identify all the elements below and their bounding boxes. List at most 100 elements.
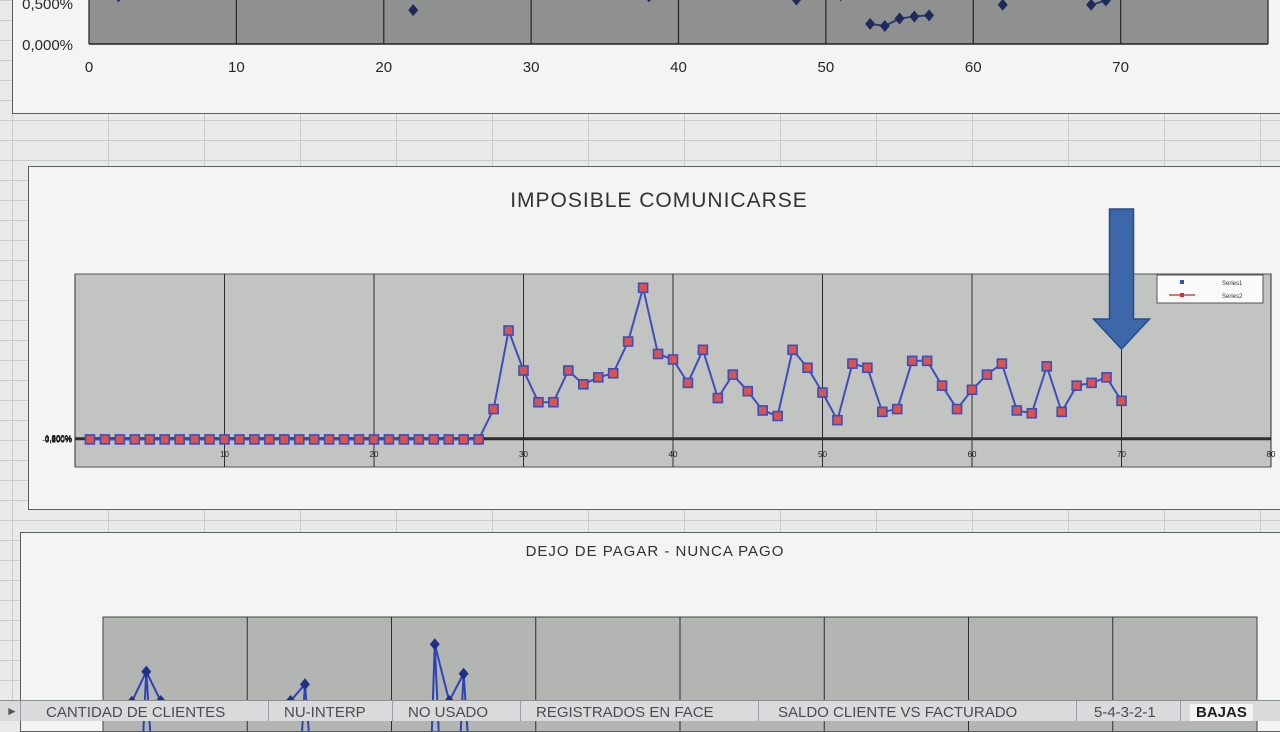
data-point [323, 434, 335, 445]
x-tick-label: 70 [1117, 450, 1126, 459]
series-line [90, 287, 1123, 441]
series-line [130, 671, 148, 703]
x-tick-label: 60 [968, 450, 977, 459]
data-point [924, 9, 935, 22]
data-point [129, 434, 141, 445]
data-point [219, 434, 230, 445]
data-point [894, 12, 905, 25]
data-point [592, 372, 604, 383]
data-point [981, 369, 993, 380]
data-point [518, 365, 529, 376]
x-tick-label: 30 [523, 59, 540, 76]
data-point [791, 0, 801, 6]
tab-scroll-icon[interactable]: ► [6, 704, 18, 718]
data-point [697, 344, 709, 356]
data-point [338, 434, 350, 445]
data-point [1086, 0, 1097, 11]
data-point [787, 344, 798, 356]
data-point [141, 665, 152, 678]
legend-marker-series1 [1180, 280, 1184, 284]
data-point [921, 355, 933, 367]
data-point [879, 19, 890, 32]
data-point [299, 678, 310, 691]
chart-imposible-comunicarse[interactable]: IMPOSIBLE COMUNICARSE 1,200% 1,000% 0,800%… [28, 166, 1280, 510]
x-tick-label: 20 [375, 59, 392, 76]
data-point [876, 406, 888, 418]
data-point [84, 434, 96, 445]
x-tick-label: 80 [1267, 450, 1276, 459]
data-point [865, 17, 876, 30]
series-line [433, 644, 451, 702]
data-point [99, 434, 111, 445]
data-point [234, 434, 245, 445]
data-point [622, 336, 634, 347]
x-tick-label: 70 [1112, 59, 1129, 76]
y-tick-label: 0,200% [45, 435, 72, 444]
y-tick-label: -0,200% [42, 436, 72, 445]
data-point [383, 434, 395, 445]
legend: Series1 Series2 [1156, 274, 1264, 304]
tab-separator [1180, 701, 1181, 721]
tab-bajas[interactable]: BAJAS [1190, 704, 1253, 721]
data-point [909, 10, 920, 23]
x-tick-label: 30 [519, 450, 528, 459]
data-point [936, 380, 948, 391]
data-point [839, 0, 842, 2]
tab-separator [758, 701, 759, 721]
data-point [473, 434, 484, 445]
data-point [577, 378, 589, 390]
data-point [647, 0, 651, 3]
data-point [398, 434, 410, 445]
x-tick-label: 20 [370, 450, 379, 459]
data-point [159, 434, 170, 445]
data-point [174, 434, 185, 445]
data-point [533, 396, 544, 408]
chart-top[interactable]: 0 10 20 30 40 50 60 70 0,500% 0,000% [12, 0, 1280, 114]
legend-box [1156, 274, 1264, 304]
data-point [997, 0, 1008, 11]
data-point [847, 358, 858, 369]
series-line [145, 671, 162, 702]
tab-separator [1076, 701, 1077, 721]
x-tick-label: 0 [85, 59, 93, 76]
tab-saldo-cliente-vs-facturado[interactable]: SALDO CLIENTE VS FACTURADO [778, 704, 1018, 721]
tab-cantidad-de-clientes[interactable]: CANTIDAD DE CLIENTES [46, 704, 226, 721]
tab-separator [268, 701, 269, 721]
y-tick-label: 0,000% [22, 37, 73, 54]
data-point [1041, 361, 1053, 372]
legend-label-series1: Series1 [1222, 281, 1243, 287]
y-tick-label: 0,400% [45, 435, 72, 444]
chart-dejo-de-pagar[interactable]: DEJO DE PAGAR - NUNCA PAGO 0,500%0,450%0… [20, 532, 1280, 732]
data-point [862, 362, 873, 374]
data-point [189, 434, 200, 445]
y-tick-label: 0,000% [45, 435, 72, 444]
data-point [757, 405, 769, 416]
x-tick-label: 60 [965, 59, 982, 76]
y-tick-label: 1,000% [45, 434, 72, 443]
data-point [353, 434, 365, 445]
x-tick-label: 10 [228, 59, 245, 76]
tab-no-usado[interactable]: NO USADO [408, 704, 489, 721]
tab-nu-interp[interactable]: NU-INTERP [284, 704, 366, 721]
data-point [906, 355, 918, 367]
data-point [458, 434, 470, 445]
data-point [408, 4, 419, 17]
chart-imposible-canvas: 1,200%1,000%0,800%0,600%0,400%0,200%0,00… [42, 208, 1276, 468]
data-point [144, 434, 156, 445]
tab-separator [392, 701, 393, 721]
data-point [443, 434, 455, 445]
data-point [772, 410, 783, 422]
tab-registrados-en-face[interactable]: REGISTRADOS EN FACE [536, 704, 714, 721]
x-tick-label: 50 [818, 450, 827, 459]
data-point [951, 403, 963, 415]
data-point [503, 325, 514, 336]
data-point [488, 403, 499, 415]
chart-title: DEJO DE PAGAR - NUNCA PAGO [525, 543, 785, 560]
chart-top-canvas: 0 10 20 30 40 50 60 70 0,500% 0,000% [22, 0, 1269, 76]
tab-5-4-3-2-1[interactable]: 5-4-3-2-1 [1094, 704, 1156, 721]
data-point [1100, 0, 1111, 7]
data-point [249, 434, 260, 445]
data-point [264, 434, 275, 445]
data-point [727, 369, 739, 380]
data-point [279, 434, 290, 445]
